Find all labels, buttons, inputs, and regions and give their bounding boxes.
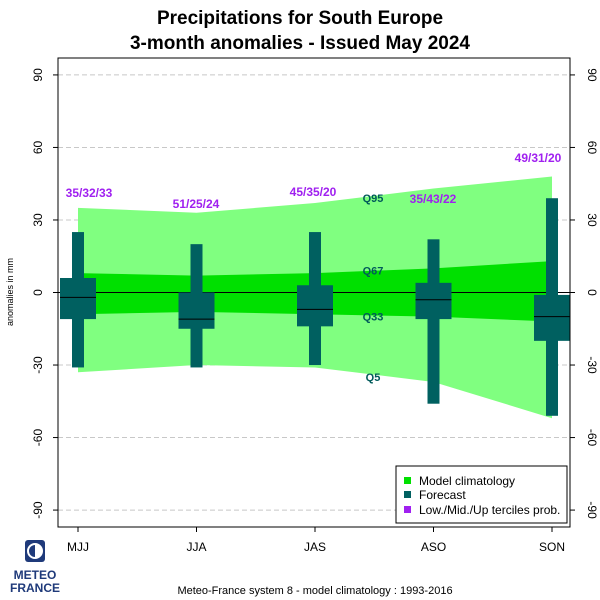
forecast-boxes [60, 198, 570, 416]
y-tick-label: 60 [31, 140, 45, 154]
forecast-box [60, 277, 96, 320]
y-tick-label: -90 [31, 501, 45, 519]
legend: Model climatology Forecast Low./Mid./Up … [395, 465, 568, 524]
forecast-whisker [427, 239, 440, 404]
quantile-label-q95: Q95 [363, 193, 384, 205]
meteo-france-logo: METEO FRANCE [4, 538, 66, 596]
tercile-label-son: 49/31/20 [515, 151, 562, 165]
tercile-labels: 35/32/33 51/25/24 45/35/20 35/43/22 49/31/20 [66, 151, 562, 211]
y-axis-left: -90 -60 -30 0 30 60 90 [31, 68, 58, 519]
x-tick-label-jja: JJA [186, 540, 206, 554]
y-tick-label: 90 [31, 68, 45, 82]
y-tick-label: 90 [585, 68, 599, 82]
y-tick-label: -30 [585, 356, 599, 374]
logo-text-meteo: METEO [13, 568, 57, 582]
legend-label-terciles: Low./Mid./Up terciles prob. [419, 503, 560, 517]
quantile-labels: Q95 Q67 Q33 Q5 [363, 193, 384, 384]
x-tick-label-jas: JAS [304, 540, 326, 554]
forecast-box-mjj [60, 232, 96, 368]
y-tick-label: -90 [585, 501, 599, 519]
tercile-label-jja: 51/25/24 [173, 197, 220, 211]
x-tick-label-son: SON [539, 540, 565, 554]
quantile-label-q33: Q33 [363, 312, 384, 324]
logo-text-france: FRANCE [10, 581, 60, 595]
chart-title-line1: Precipitations for South Europe [157, 8, 443, 29]
meteo-france-emblem-icon [25, 540, 45, 562]
tercile-label-mjj: 35/32/33 [66, 186, 113, 200]
x-tick-label-aso: ASO [421, 540, 446, 554]
legend-swatch-climatology [404, 477, 411, 484]
quantile-label-q67: Q67 [363, 266, 384, 278]
y-tick-label: 60 [585, 141, 599, 155]
legend-label-forecast: Forecast [419, 488, 466, 502]
y-axis-right: -90 -60 -30 0 30 60 90 [570, 68, 599, 519]
forecast-box [297, 285, 333, 327]
y-tick-label: 0 [585, 289, 599, 296]
tercile-label-aso: 35/43/22 [410, 192, 457, 206]
forecast-box [534, 294, 570, 341]
forecast-box-jas [297, 232, 333, 366]
footer-text: Meteo-France system 8 - model climatolog… [177, 585, 452, 597]
x-axis: MJJ JJA JAS ASO SON [67, 527, 565, 554]
y-tick-label: -60 [31, 429, 45, 447]
legend-box [395, 465, 568, 524]
x-tick-label-mjj: MJJ [67, 540, 89, 554]
forecast-box-aso [415, 239, 452, 404]
legend-swatch-forecast [404, 491, 411, 498]
forecast-box [178, 292, 215, 329]
y-tick-label: -60 [585, 429, 599, 447]
chart-title-line2: 3-month anomalies - Issued May 2024 [130, 33, 470, 54]
forecast-box-jja [178, 244, 215, 368]
legend-label-climatology: Model climatology [419, 474, 515, 488]
forecast-box [415, 282, 452, 320]
tercile-label-jas: 45/35/20 [290, 185, 337, 199]
y-tick-label: -30 [31, 356, 45, 374]
y-axis-label: anomalies in mm [5, 258, 15, 326]
y-tick-label: 30 [31, 213, 45, 227]
y-tick-label: 0 [31, 289, 45, 296]
y-tick-label: 30 [585, 213, 599, 227]
forecast-box-son [534, 198, 570, 416]
quantile-label-q5: Q5 [366, 372, 381, 384]
legend-swatch-terciles [404, 506, 411, 513]
